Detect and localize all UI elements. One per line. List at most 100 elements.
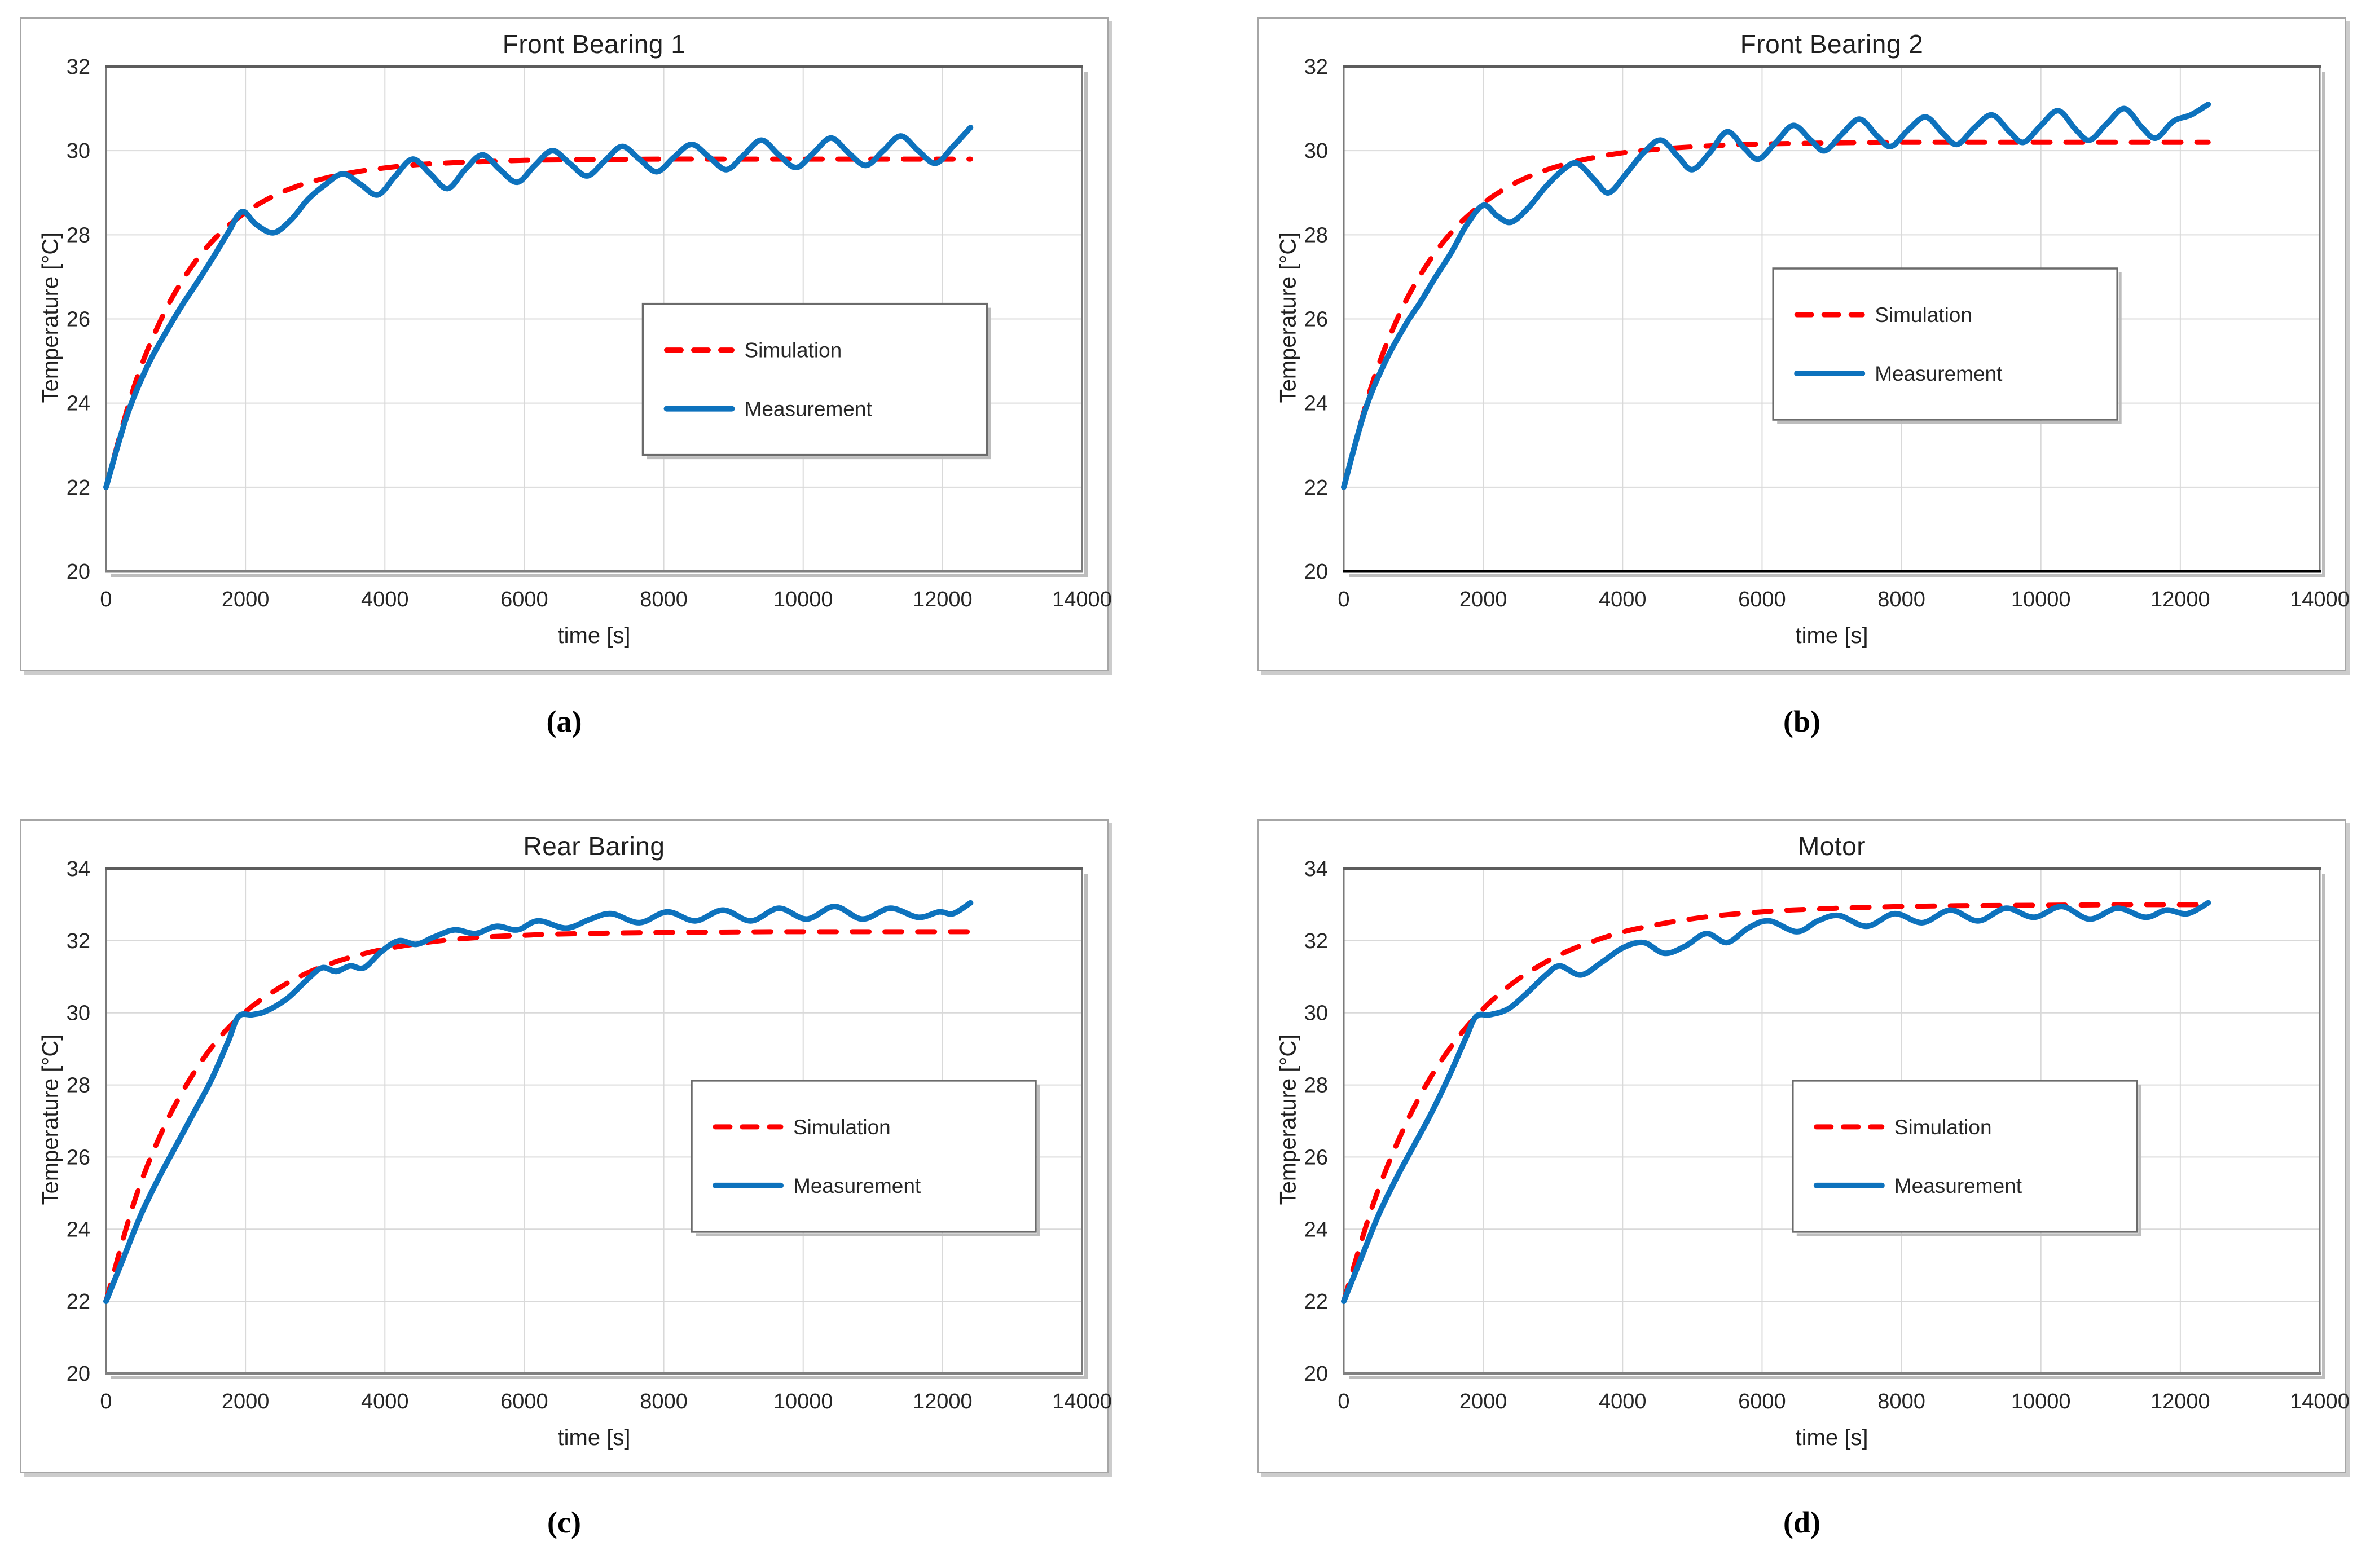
plot-border-shadow (111, 72, 1088, 577)
legend-shadow (696, 1084, 1040, 1236)
chart-title: Front Bearing 2 (1740, 29, 1924, 59)
subfigure-caption-c: (c) (547, 1505, 581, 1539)
y-tick-label: 28 (67, 223, 90, 247)
x-tick-label: 12000 (913, 588, 973, 611)
chart-panel-motor: Motor Temperature [°C] time [s] 20 22 24 26… (1257, 819, 2350, 1473)
x-tick-label: 4000 (361, 1390, 409, 1413)
legend-item-label: Measurement (1894, 1174, 2022, 1197)
x-tick-label: 14000 (1052, 588, 1112, 611)
y-tick-label: 32 (67, 930, 90, 953)
x-tick-label: 0 (1338, 1390, 1349, 1413)
x-tick-label: 4000 (361, 588, 409, 611)
y-tick-label: 26 (1304, 308, 1328, 332)
x-tick-label: 4000 (1599, 588, 1647, 611)
x-tick-label: 10000 (773, 1390, 833, 1413)
legend-shadow (647, 307, 991, 460)
legend-box (691, 1080, 1037, 1233)
y-tick-label: 30 (67, 1002, 90, 1025)
x-tick-label: 8000 (640, 588, 688, 611)
x-tick-label: 10000 (2011, 588, 2071, 611)
x-axis-label: time [s] (1795, 1425, 1868, 1450)
y-tick-label: 30 (1304, 1002, 1328, 1025)
y-tick-label: 32 (1304, 55, 1328, 79)
x-tick-label: 4000 (1599, 1390, 1647, 1413)
y-tick-label: 28 (67, 1074, 90, 1098)
measurement-line (103, 125, 974, 490)
y-tick-label: 32 (67, 55, 90, 79)
simulation-line (1341, 139, 2211, 490)
y-tick-label: 28 (1304, 1074, 1328, 1098)
y-tick-label: 26 (67, 1146, 90, 1169)
subfigure-caption-d: (d) (1783, 1505, 1820, 1539)
legend-shadow (1777, 272, 2122, 424)
x-tick-label: 8000 (1877, 1390, 1925, 1413)
x-tick-label: 6000 (1738, 1390, 1786, 1413)
simulation-line (103, 929, 973, 1304)
x-tick-label: 8000 (640, 1390, 688, 1413)
y-tick-label: 26 (1304, 1146, 1328, 1169)
y-tick-label: 20 (67, 1362, 90, 1386)
y-tick-label: 32 (1304, 930, 1328, 953)
x-tick-label: 2000 (1459, 588, 1507, 611)
plot-border-shadow (111, 874, 1088, 1379)
y-tick-label: 34 (67, 857, 90, 881)
legend-item-label: Simulation (745, 339, 842, 362)
x-tick-label: 0 (100, 588, 112, 611)
x-tick-label: 12000 (2150, 1390, 2210, 1413)
x-tick-label: 0 (1338, 588, 1349, 611)
x-tick-label: 2000 (222, 588, 270, 611)
plot-border-shadow (1349, 72, 2325, 577)
x-tick-label: 10000 (773, 588, 833, 611)
x-axis-label: time [s] (557, 623, 631, 648)
x-tick-label: 2000 (1459, 1390, 1507, 1413)
x-tick-label: 6000 (500, 1390, 548, 1413)
y-tick-label: 22 (1304, 476, 1328, 500)
legend-item-label: Measurement (793, 1174, 921, 1197)
y-tick-label: 24 (67, 1218, 90, 1241)
x-tick-label: 14000 (2290, 588, 2350, 611)
legend-item-label: Simulation (1875, 303, 1972, 327)
x-tick-label: 2000 (222, 1390, 270, 1413)
x-tick-label: 8000 (1877, 588, 1925, 611)
legend-item-label: Simulation (793, 1116, 891, 1139)
legend-box (1792, 1080, 2138, 1233)
y-tick-label: 28 (1304, 223, 1328, 247)
chart-plot-area: 20 22 24 26 28 30 32 34 0 2000 4000 6000 8000 10000 12… (1304, 857, 2350, 1413)
x-tick-label: 12000 (2150, 588, 2210, 611)
chart-plot-area: 20 22 24 26 28 30 32 0 2000 4000 6000 8000 10000 1200… (1304, 55, 2350, 611)
legend-item-label: Measurement (1875, 362, 2003, 385)
legend-box (641, 302, 988, 456)
x-tick-label: 14000 (2290, 1390, 2350, 1413)
x-axis-label: time [s] (1795, 623, 1868, 648)
x-tick-label: 6000 (500, 588, 548, 611)
y-tick-label: 30 (67, 139, 90, 163)
x-tick-label: 14000 (1052, 1390, 1112, 1413)
x-tick-label: 10000 (2011, 1390, 2071, 1413)
measurement-line (1341, 900, 2211, 1305)
y-tick-label: 26 (67, 308, 90, 332)
subfigure-caption-a: (a) (546, 704, 582, 738)
y-tick-label: 30 (1304, 139, 1328, 163)
legend-item-label: Measurement (745, 398, 873, 421)
y-tick-label: 20 (67, 560, 90, 584)
x-tick-label: 12000 (913, 1390, 973, 1413)
chart-title: Rear Baring (523, 831, 665, 861)
plot-border-shadow (1349, 874, 2325, 1379)
chart-title: Motor (1797, 831, 1866, 861)
y-tick-label: 24 (67, 392, 90, 416)
y-tick-label: 20 (1304, 560, 1328, 584)
measurement-line (1341, 102, 2211, 490)
simulation-line (1341, 902, 2211, 1304)
chart-panel-rear-baring: Rear Baring Temperature [°C] time [s] 20… (20, 819, 1112, 1473)
y-tick-label: 22 (1304, 1290, 1328, 1314)
legend-box (1772, 267, 2118, 421)
y-tick-label: 22 (67, 476, 90, 500)
chart-title: Front Bearing 1 (502, 29, 686, 59)
chart-plot-area: 20 22 24 26 28 30 32 34 0 2000 4000 6000 8000 10000 12… (67, 857, 1112, 1413)
y-tick-label: 24 (1304, 1218, 1328, 1241)
x-tick-label: 0 (100, 1390, 112, 1413)
x-tick-label: 6000 (1738, 588, 1786, 611)
y-tick-label: 20 (1304, 1362, 1328, 1386)
y-tick-label: 22 (67, 1290, 90, 1314)
legend-item-label: Simulation (1894, 1116, 1992, 1139)
